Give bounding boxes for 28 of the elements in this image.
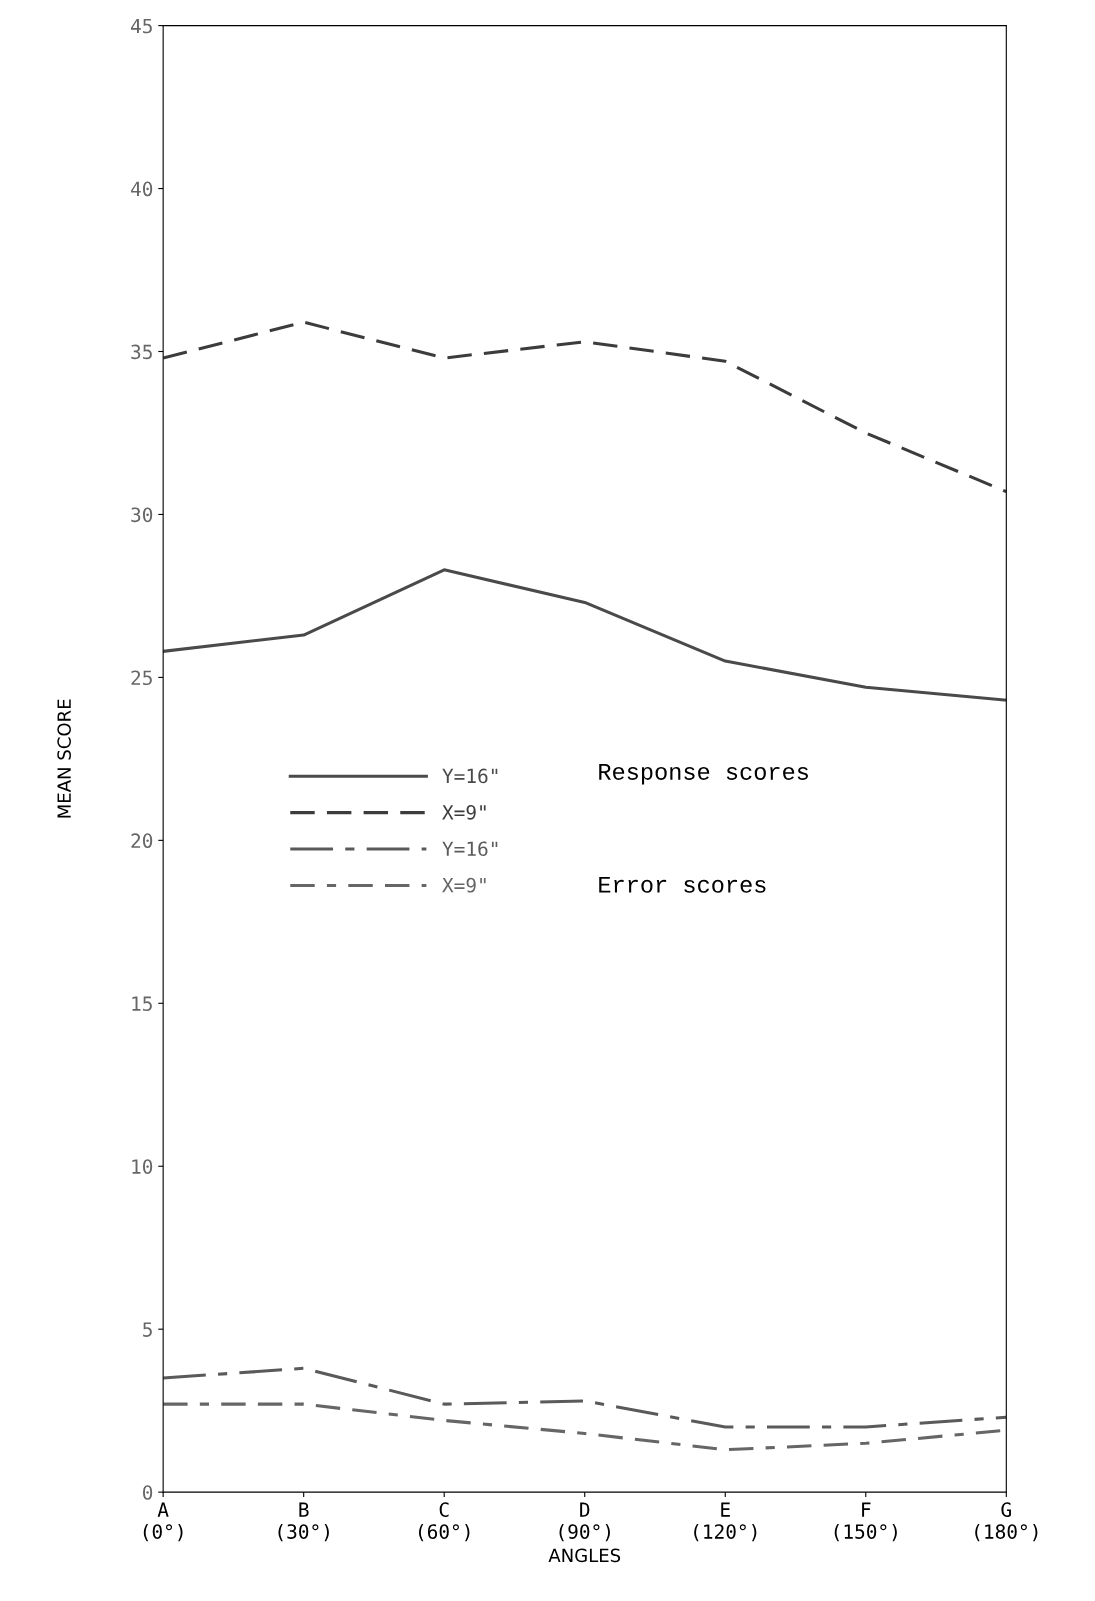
annotation: Error scores	[599, 877, 766, 893]
y-tick-label: 40	[130, 181, 153, 197]
x-tick-label: F (150°)	[834, 1502, 897, 1542]
y-tick-label: 30	[131, 507, 153, 523]
y-tick-label: 5	[143, 1322, 152, 1337]
y-tick-label: 35	[131, 344, 152, 360]
x-tick-label: B (30°)	[278, 1502, 329, 1542]
x-tick-label: C (60°)	[418, 1502, 470, 1542]
line-series	[163, 1366, 1007, 1429]
text: Y=16"	[442, 768, 498, 784]
y-tick-label: 0	[142, 1485, 153, 1500]
text: X=9"	[442, 804, 486, 820]
text: X=9"	[442, 877, 486, 893]
y-tick-label: 15	[132, 996, 152, 1012]
y-tick-label: 10	[132, 1159, 153, 1174]
x-axis-title: ANGLES	[548, 1548, 621, 1563]
y-tick-label: 25	[131, 670, 152, 686]
x-tick-label: G (180°)	[975, 1502, 1038, 1542]
x-tick-label: A (0°)	[143, 1502, 183, 1542]
x-tick-label: E (120°)	[694, 1502, 757, 1542]
line-series	[163, 568, 1007, 702]
y-tick-label: 45	[130, 18, 152, 34]
x-tick-label: D (90°)	[559, 1502, 610, 1542]
y-tick-label: 20	[131, 833, 153, 849]
text: Y=16"	[442, 841, 498, 857]
line-series	[163, 320, 1007, 494]
annotation: Response scores	[599, 764, 808, 785]
y-axis-title: MEAN SCORE	[57, 699, 71, 818]
